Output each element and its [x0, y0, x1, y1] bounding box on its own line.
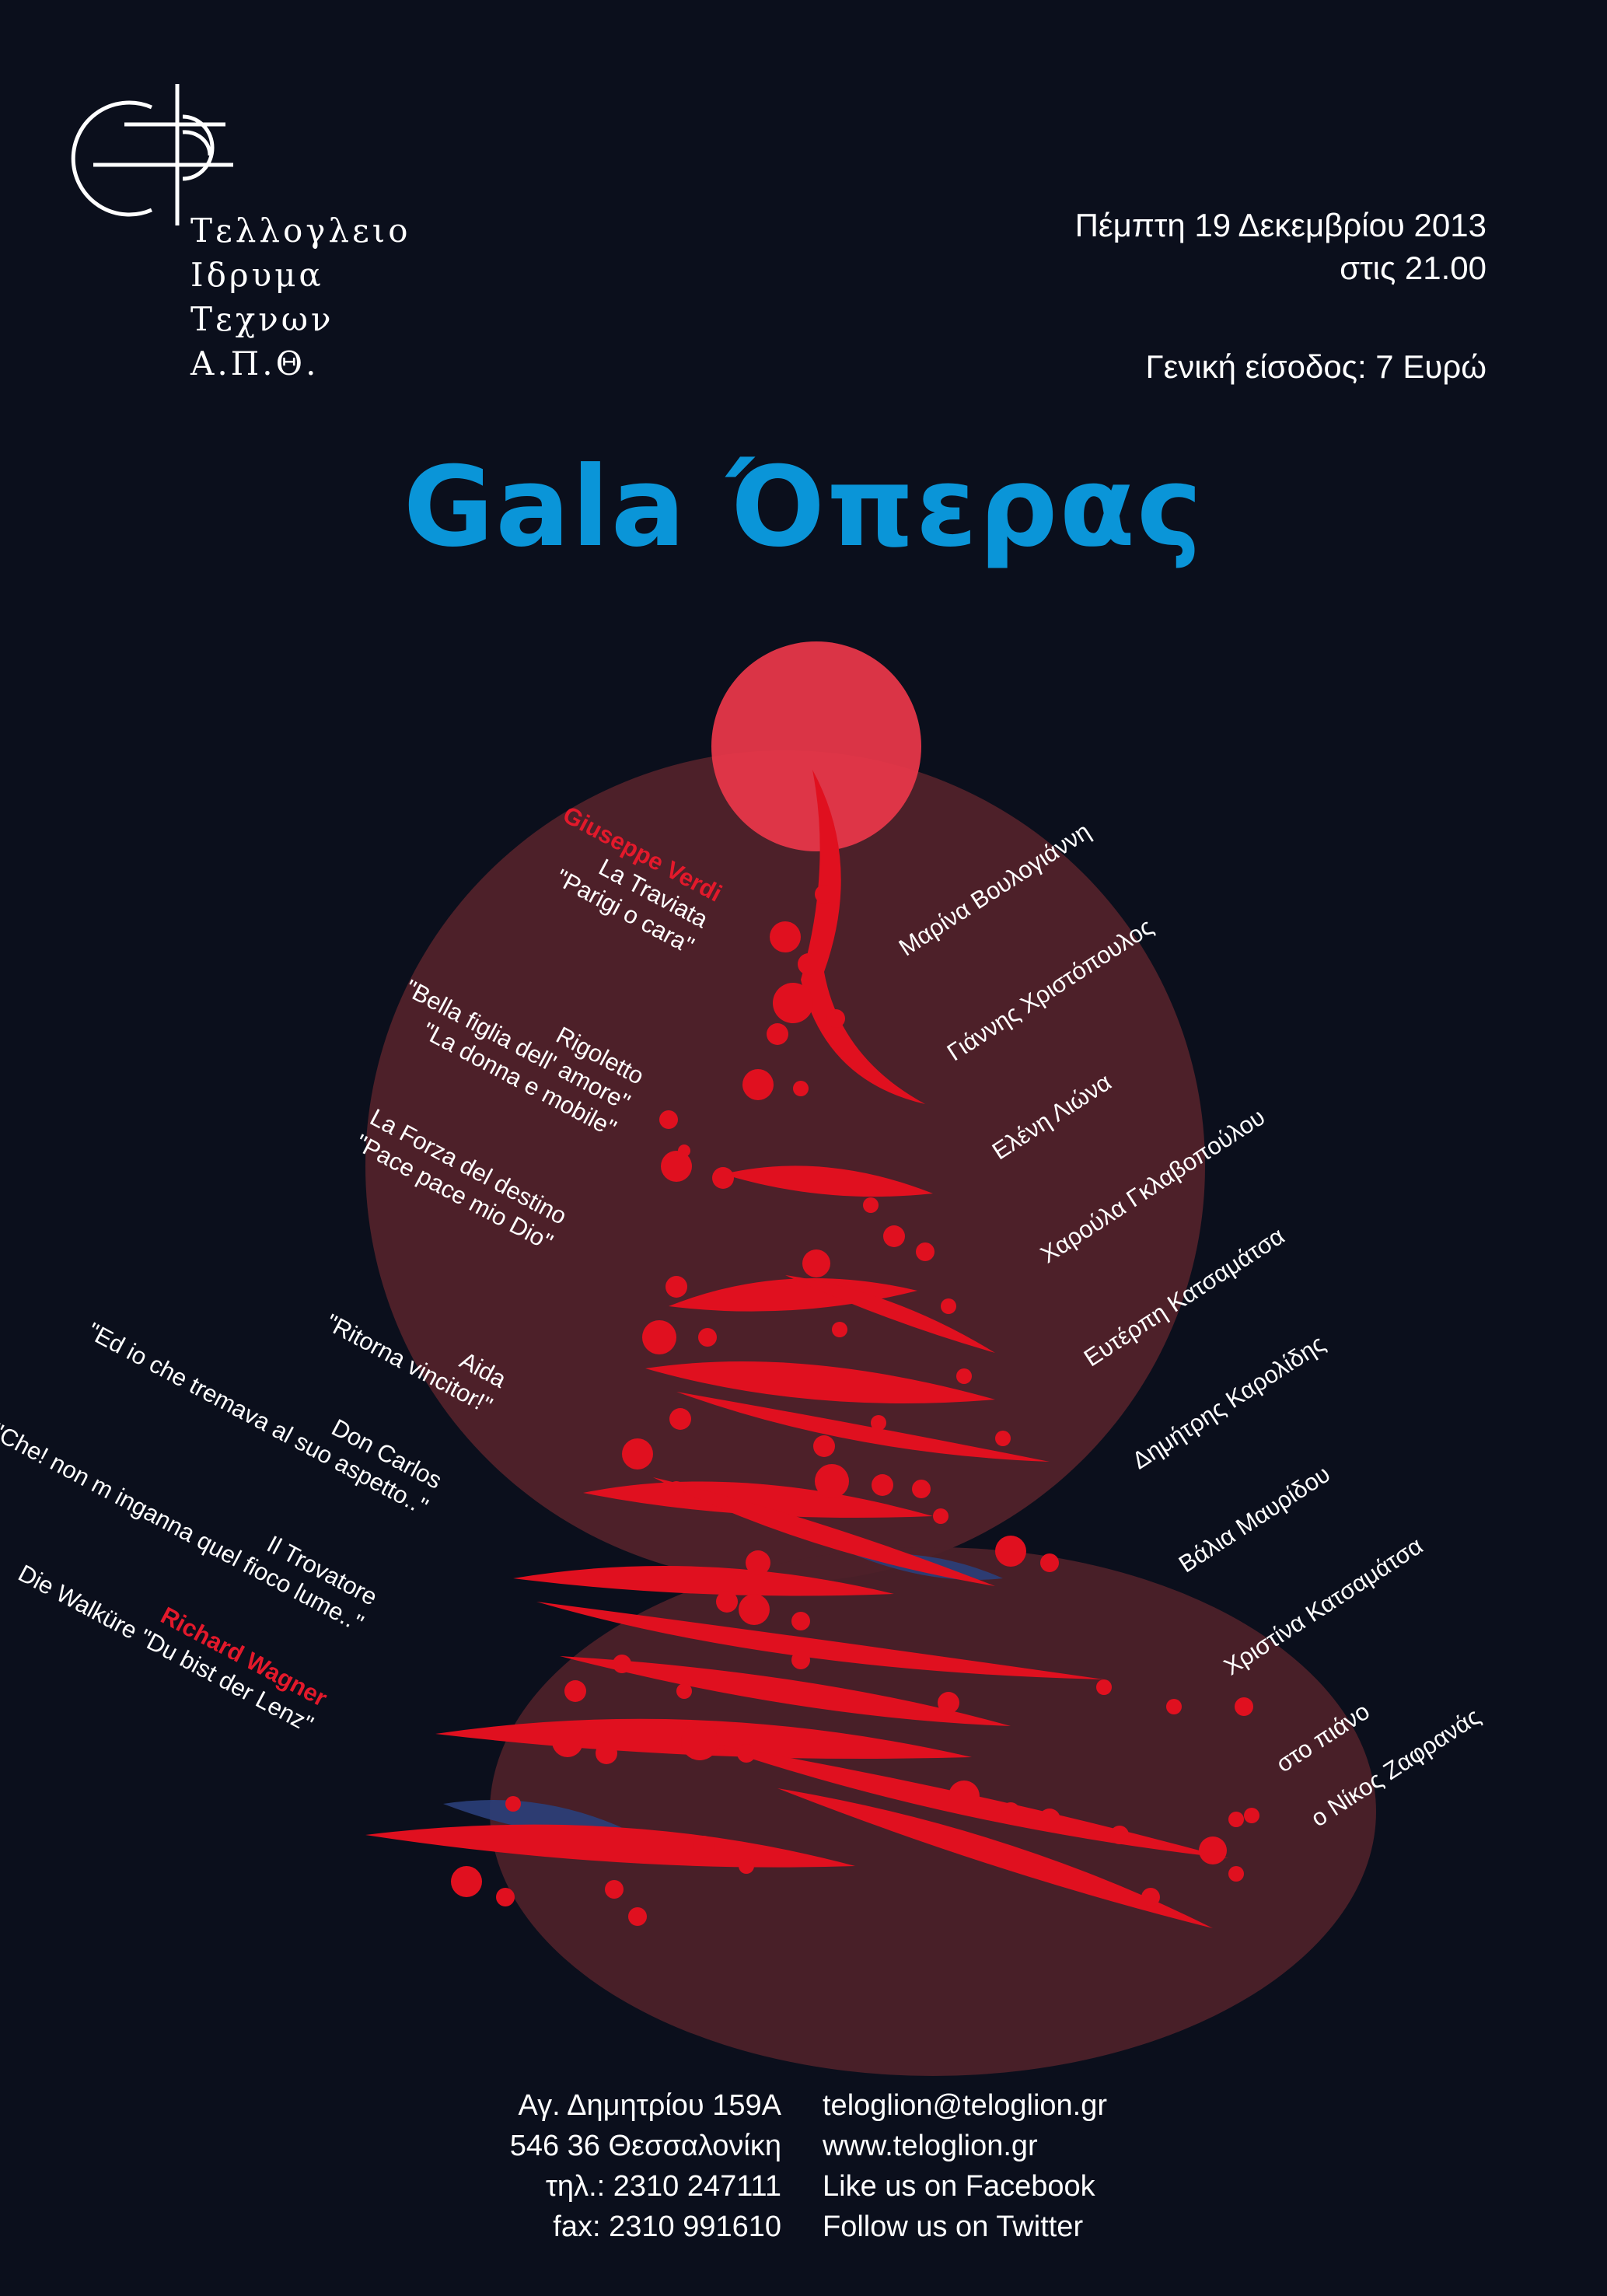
- foundation-name-line: Τελλογλειο: [190, 211, 411, 250]
- event-date: Πέμπτη 19 Δεκεμβρίου 2013: [1074, 207, 1486, 243]
- red-droplets: [451, 885, 1259, 1926]
- event-datetime: Πέμπτη 19 Δεκεμβρίου 2013 στις 21.00: [1075, 204, 1486, 289]
- foundation-name-line: Α.Π.Θ.: [190, 344, 320, 383]
- page-title: Gala Όπερας: [403, 443, 1204, 571]
- admission-price: Γενική είσοδος: 7 Ευρώ: [1145, 348, 1486, 385]
- foundation-name-line: Τεχνων: [190, 300, 334, 338]
- address-line: 546 36 Θεσσαλονίκη: [509, 2130, 781, 2162]
- twitter-link[interactable]: Follow us on Twitter: [823, 2210, 1084, 2243]
- phone-line: τηλ.: 2310 247111: [545, 2170, 781, 2203]
- teloglion-monogram-icon: [71, 84, 233, 225]
- event-time: στις 21.00: [1340, 250, 1486, 286]
- footer-address: Αγ. Δημητρίου 159Α 546 36 Θεσσαλονίκη τη…: [510, 2085, 781, 2247]
- footer-contact: teloglion@teloglion.gr www.teloglion.gr …: [823, 2085, 1107, 2247]
- lower-maroon-ellipse: [490, 1547, 1376, 2076]
- fax-line: fax: 2310 991610: [553, 2210, 781, 2243]
- foundation-name-line: Ιδρυμα: [190, 256, 324, 294]
- red-moon-circle: [711, 641, 921, 851]
- address-line: Αγ. Δημητρίου 159Α: [518, 2089, 781, 2122]
- email-link[interactable]: teloglion@teloglion.gr: [823, 2089, 1108, 2122]
- foundation-name: Τελλογλειο Ιδρυμα Τεχνων Α.Π.Θ.: [190, 208, 411, 386]
- facebook-link[interactable]: Like us on Facebook: [823, 2170, 1095, 2203]
- website-link[interactable]: www.teloglion.gr: [823, 2130, 1038, 2162]
